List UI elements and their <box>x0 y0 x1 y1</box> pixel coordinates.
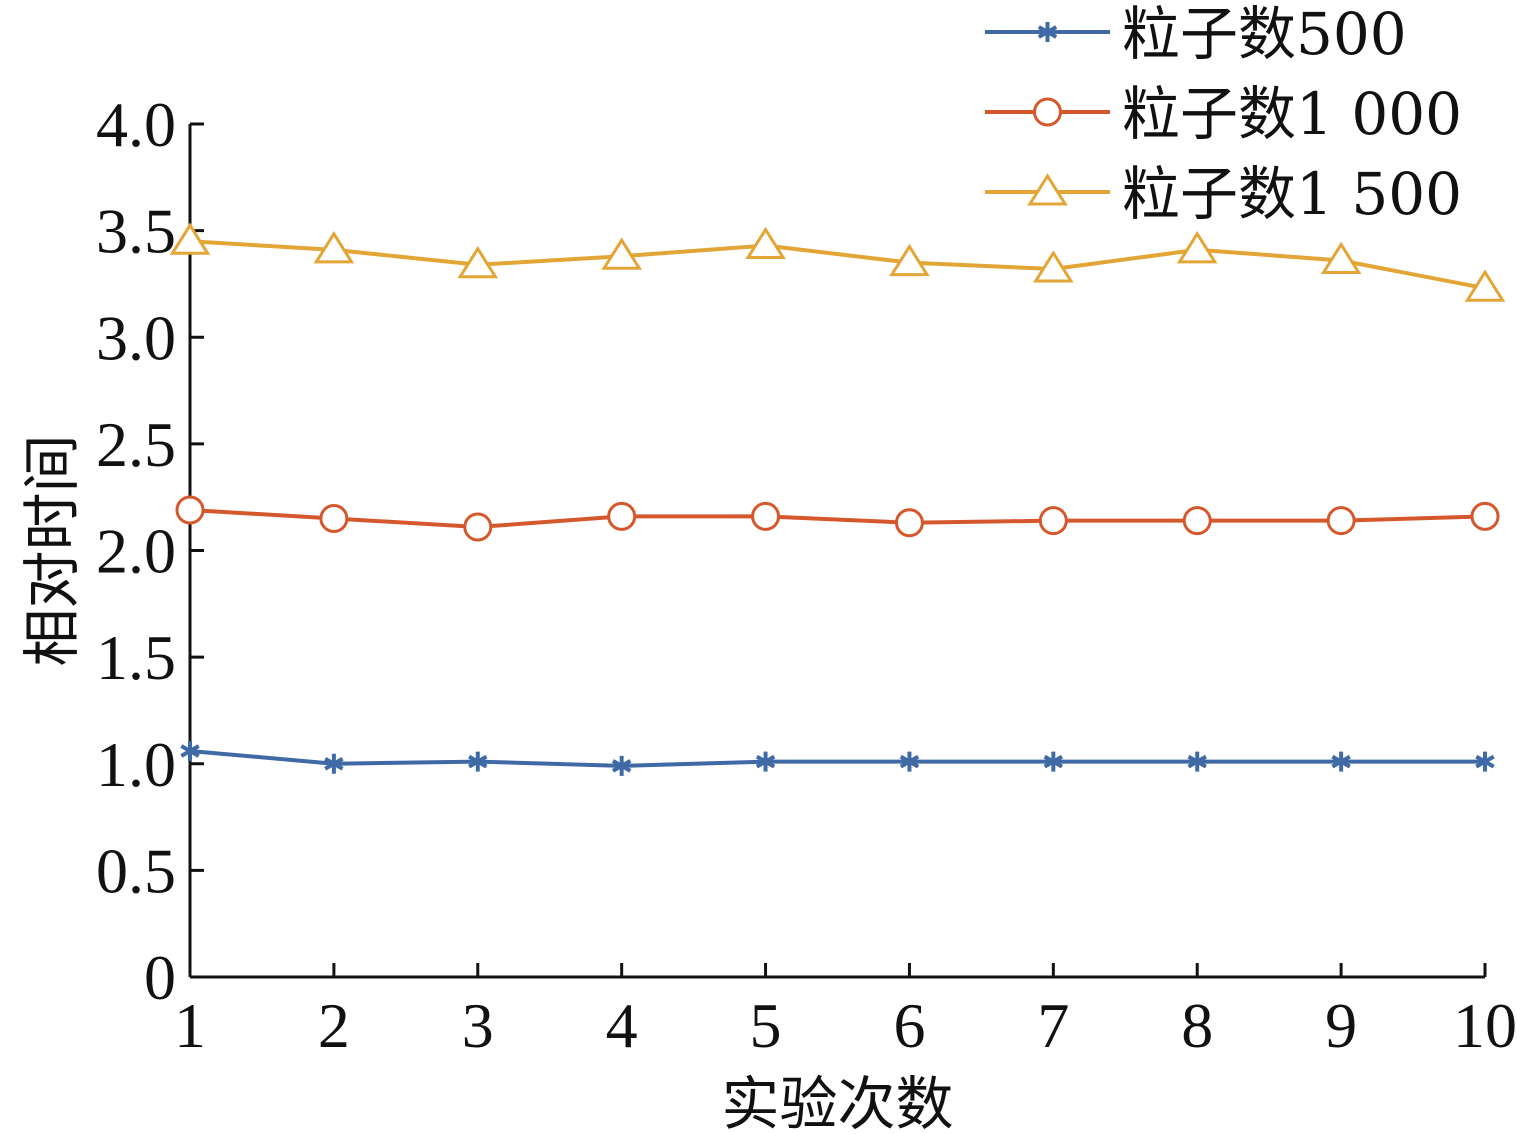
data-point <box>894 508 924 538</box>
x-tick-label: 6 <box>893 990 925 1061</box>
x-tick-label: 3 <box>462 990 494 1061</box>
data-point <box>169 222 211 255</box>
data-point <box>1037 22 1058 42</box>
x-tick-label: 5 <box>750 990 782 1061</box>
series-2 <box>175 495 1500 542</box>
series-1 <box>180 740 1495 776</box>
data-point <box>463 512 493 542</box>
data-point <box>751 501 781 531</box>
data-point <box>1038 506 1068 536</box>
x-tick-label: 9 <box>1325 990 1357 1061</box>
x-tick-label: 8 <box>1181 990 1213 1061</box>
data-point <box>180 740 200 761</box>
data-point <box>1475 751 1495 772</box>
legend-item: 粒子数500 <box>985 0 1407 68</box>
legend-label: 粒子数1 000 <box>1122 80 1462 148</box>
y-tick-label: 2.5 <box>96 409 176 480</box>
data-point <box>1326 506 1356 536</box>
x-tick-label: 2 <box>318 990 350 1061</box>
data-point <box>175 495 205 525</box>
y-tick-label: 1.5 <box>96 622 176 693</box>
data-point <box>313 230 355 264</box>
data-point <box>1043 751 1064 772</box>
series-line <box>189 748 1485 768</box>
x-tick-label: 7 <box>1037 990 1069 1061</box>
data-point <box>1331 751 1351 772</box>
y-tick-label: 4.0 <box>96 89 176 160</box>
y-tick-label: 1.0 <box>96 729 176 800</box>
x-axis-ticks: 1 2 3 4 5 6 7 8 9 10 <box>174 963 1517 1061</box>
data-point <box>601 237 642 270</box>
data-point <box>1464 269 1506 302</box>
series-line <box>189 507 1486 530</box>
axes <box>188 124 1485 979</box>
data-point <box>319 504 349 534</box>
data-point <box>611 755 632 776</box>
data-point <box>1320 241 1362 274</box>
legend-label: 粒子数500 <box>1122 0 1407 68</box>
y-tick-label: 3.0 <box>96 302 176 373</box>
data-point <box>1033 250 1074 283</box>
y-tick-label: 0.5 <box>96 835 176 906</box>
legend-item: 粒子数1 000 <box>985 80 1462 148</box>
series-3 <box>169 222 1506 302</box>
legend-item: 粒子数1 500 <box>985 160 1462 228</box>
data-point <box>889 243 930 277</box>
legend: 粒子数500 粒子数1 000 粒子数1 500 <box>985 0 1462 228</box>
y-tick-label: 0 <box>144 942 176 1013</box>
x-tick-label: 4 <box>606 990 638 1061</box>
data-point <box>1187 751 1207 772</box>
data-point <box>324 753 344 774</box>
y-axis-title: 相对时间 <box>18 434 86 666</box>
data-point <box>745 226 786 260</box>
data-point <box>1470 501 1500 531</box>
x-tick-label: 1 <box>174 990 206 1061</box>
data-point <box>899 751 920 772</box>
series-line <box>189 239 1486 291</box>
y-axis-ticks: 0 0.5 1.0 1.5 2.0 2.5 3.0 3.5 4.0 <box>96 89 204 1013</box>
x-tick-label: 10 <box>1453 990 1517 1061</box>
y-tick-label: 2.0 <box>96 516 176 587</box>
data-point <box>755 751 776 772</box>
legend-label: 粒子数1 500 <box>1122 160 1462 228</box>
x-axis-title: 实验次数 <box>721 1070 953 1134</box>
data-point <box>607 501 637 531</box>
data-point <box>457 245 499 279</box>
series-layer <box>169 222 1506 776</box>
data-point <box>1033 97 1062 127</box>
data-point <box>1027 173 1068 206</box>
data-point <box>468 751 488 772</box>
y-tick-label: 3.5 <box>96 196 176 267</box>
data-point <box>1182 506 1212 536</box>
data-point <box>1176 230 1218 264</box>
